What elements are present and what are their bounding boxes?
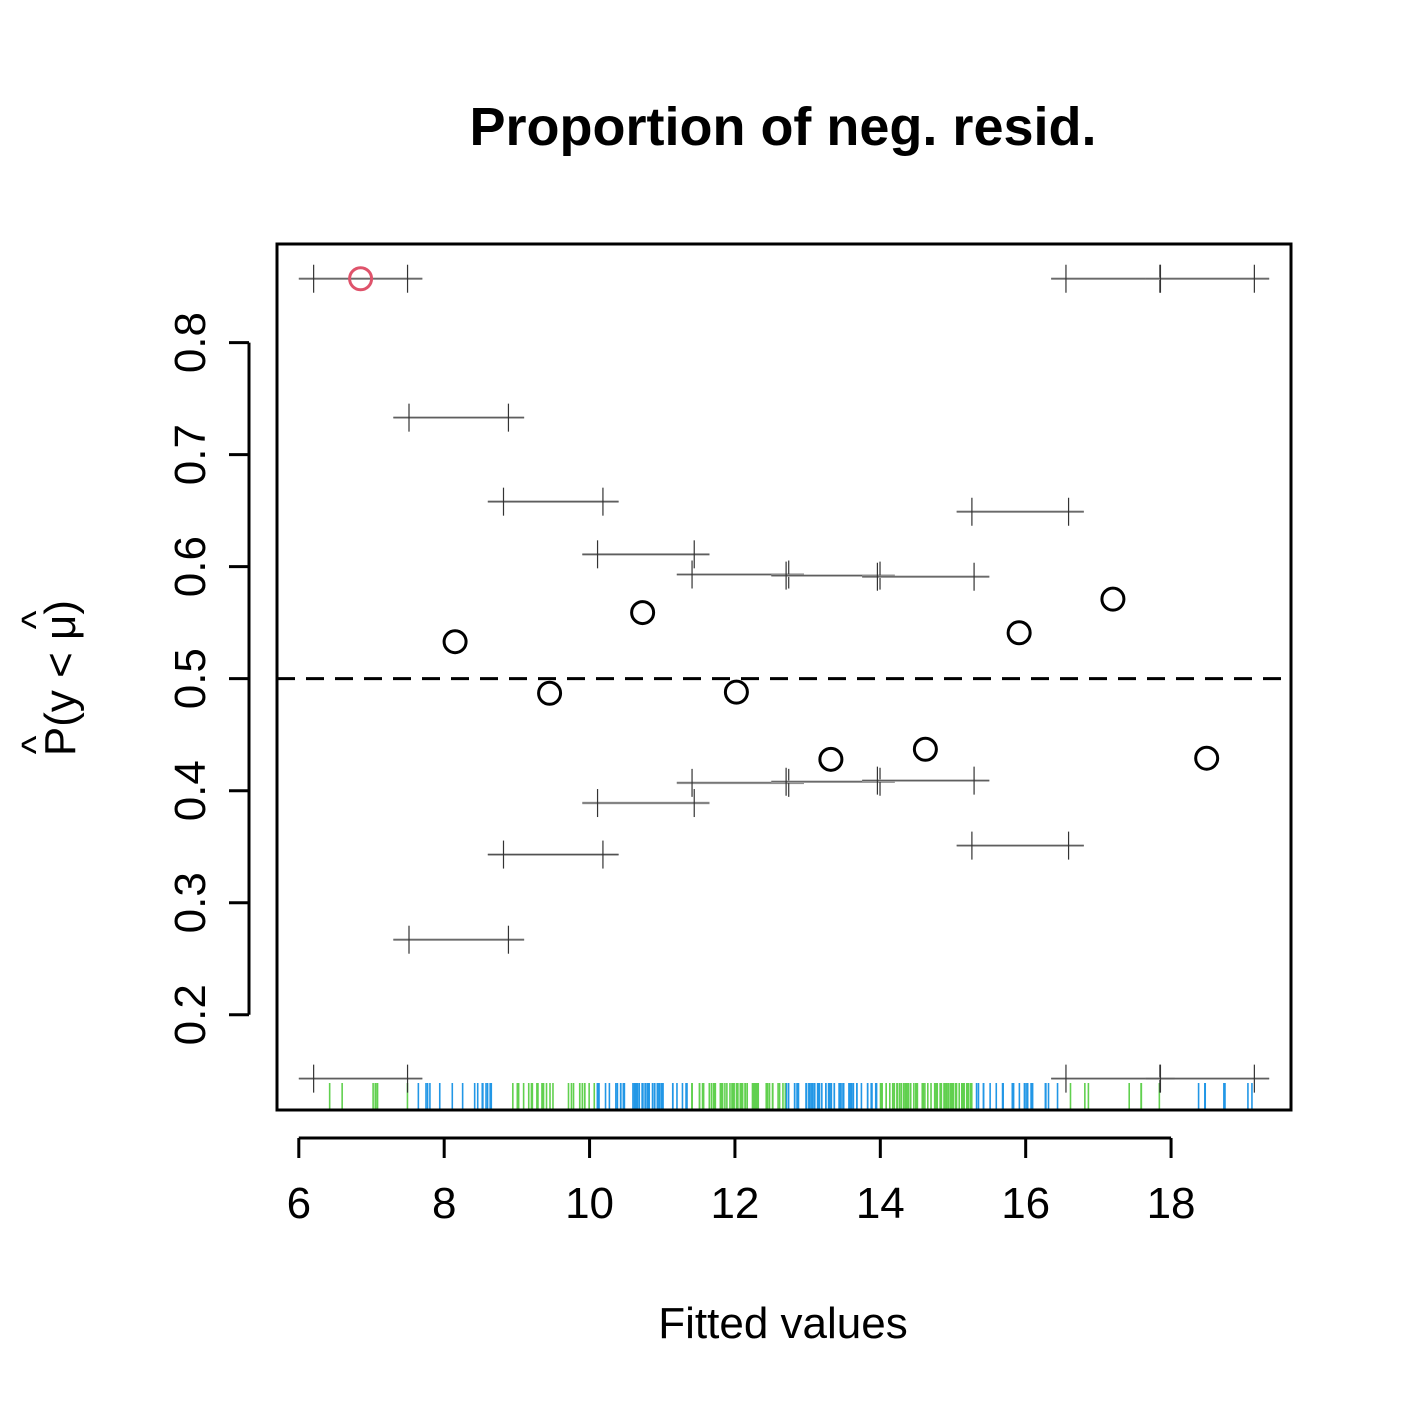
y-label-close: ) <box>36 600 85 615</box>
y-tick-label-0.3: 0.3 <box>166 872 215 933</box>
y-label-hat-mu: ^ <box>14 610 58 629</box>
interval-bounds <box>298 264 1270 1093</box>
y-tick-label-0.4: 0.4 <box>166 760 215 821</box>
rug-marks <box>328 1083 1253 1110</box>
x-axis: 6 8 10 12 14 16 18 <box>287 1136 1196 1228</box>
y-tick-label-0.8: 0.8 <box>166 312 215 373</box>
x-tick-label-10: 10 <box>565 1179 614 1228</box>
data-point-8 <box>1100 586 1126 612</box>
x-tick-label-6: 6 <box>287 1179 311 1228</box>
x-axis-label: Fitted values <box>658 1299 907 1348</box>
x-tick-label-12: 12 <box>710 1179 759 1228</box>
data-point-0 <box>348 266 374 292</box>
data-point-4 <box>723 679 749 705</box>
y-label-base: P(y < <box>36 640 85 756</box>
data-point-9 <box>1194 745 1220 771</box>
chart-title: Proportion of neg. resid. <box>469 97 1096 157</box>
y-axis-label: P(y < μ) ^ ^ <box>14 600 85 756</box>
y-axis: 0.2 0.3 0.4 0.5 0.6 0.7 0.8 <box>166 312 251 1045</box>
data-point-2 <box>537 680 563 706</box>
data-point-7 <box>1006 620 1032 646</box>
y-label-hat-p: ^ <box>14 735 58 754</box>
y-tick-label-0.6: 0.6 <box>166 536 215 597</box>
data-points <box>348 266 1220 772</box>
data-point-5 <box>818 746 844 772</box>
data-point-6 <box>912 736 938 762</box>
y-label-mu: μ <box>36 615 85 640</box>
x-tick-label-8: 8 <box>432 1179 456 1228</box>
data-point-3 <box>630 600 656 626</box>
x-tick-label-14: 14 <box>856 1179 905 1228</box>
x-tick-label-16: 16 <box>1001 1179 1050 1228</box>
plot-frame <box>275 242 1293 1112</box>
y-tick-label-0.5: 0.5 <box>166 648 215 709</box>
svg-text:P(y < μ): P(y < μ) <box>36 600 85 756</box>
data-point-1 <box>442 629 468 655</box>
x-tick-label-18: 18 <box>1147 1179 1196 1228</box>
y-tick-label-0.2: 0.2 <box>166 984 215 1045</box>
y-tick-label-0.7: 0.7 <box>166 424 215 485</box>
